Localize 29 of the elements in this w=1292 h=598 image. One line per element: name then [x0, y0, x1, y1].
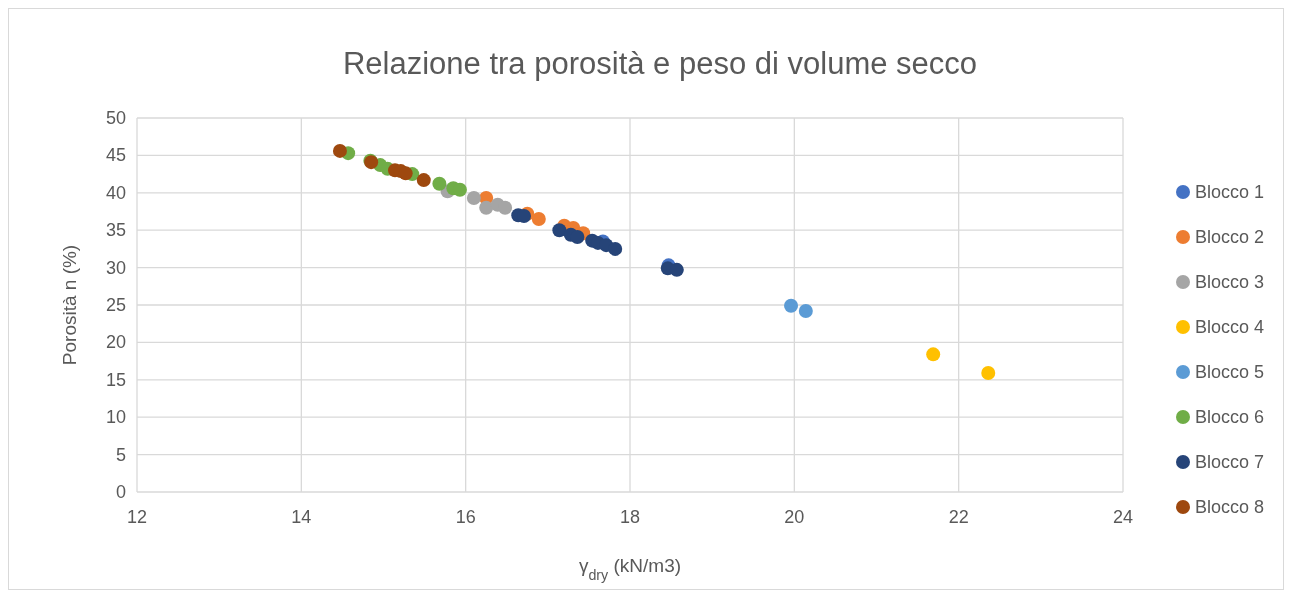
- y-tick-label: 45: [105, 145, 126, 166]
- y-tick-label: 5: [115, 444, 126, 465]
- x-tick-label: 20: [784, 507, 805, 527]
- x-tick-label: 12: [126, 507, 148, 527]
- y-tick-label: 30: [105, 257, 126, 278]
- y-tick-label: 15: [105, 369, 126, 390]
- x-tick-label: 14: [291, 507, 312, 527]
- legend-label: Blocco 1: [1195, 182, 1265, 202]
- y-tick-label: 50: [105, 108, 126, 128]
- chart-title: Relazione tra porosità e peso di volume secco: [342, 46, 978, 81]
- legend-label: Blocco 8: [1195, 497, 1265, 517]
- x-tick-label: 18: [619, 507, 641, 527]
- legend-label: Blocco 6: [1195, 407, 1265, 427]
- x-tick-label: 16: [455, 507, 476, 527]
- legend-label: Blocco 4: [1195, 317, 1265, 337]
- legend-label: Blocco 3: [1195, 272, 1265, 292]
- x-tick-label: 24: [1112, 507, 1134, 527]
- y-tick-label: 35: [105, 220, 126, 241]
- legend-label: Blocco 5: [1195, 362, 1265, 382]
- legend-label: Blocco 2: [1195, 227, 1265, 247]
- y-tick-label: 0: [115, 482, 126, 502]
- y-tick-label: 25: [105, 295, 126, 315]
- y-axis-title: Porosità n (%): [59, 244, 80, 366]
- x-axis-title: γ$_{dry}$ (kN/m3): [578, 555, 682, 583]
- x-tick-label: 22: [948, 507, 969, 527]
- y-tick-label: 40: [105, 182, 126, 203]
- y-tick-label: 10: [105, 407, 126, 428]
- legend-label: Blocco 7: [1195, 452, 1265, 472]
- y-tick-label: 20: [105, 332, 126, 353]
